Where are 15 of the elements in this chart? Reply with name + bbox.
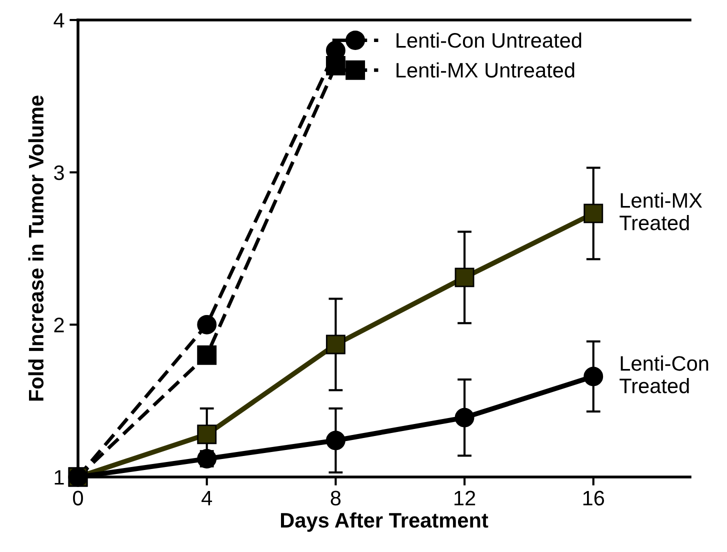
- y-tick-label: 3: [54, 165, 64, 180]
- y-axis-title: Fold Increase in Tumor Volume: [28, 96, 44, 401]
- y-tick-label: 2: [54, 318, 64, 332]
- legend-label: Lenti-Con Untreated: [396, 32, 582, 48]
- x-tick-label: 12: [454, 490, 476, 506]
- x-tick-label: 8: [330, 490, 341, 506]
- series-label: Lenti-Con Treated: [620, 356, 708, 394]
- y-tick-label: 1: [54, 470, 64, 485]
- x-tick-label: 0: [73, 490, 83, 506]
- x-axis-title: Days After Treatment: [281, 512, 488, 532]
- x-tick-label: 4: [202, 490, 212, 506]
- y-tick-label: 4: [54, 13, 64, 28]
- x-tick-label: 16: [583, 490, 604, 506]
- legend-label: Lenti-MX Untreated: [396, 62, 574, 78]
- series-label: Lenti-MX Treated: [620, 192, 702, 230]
